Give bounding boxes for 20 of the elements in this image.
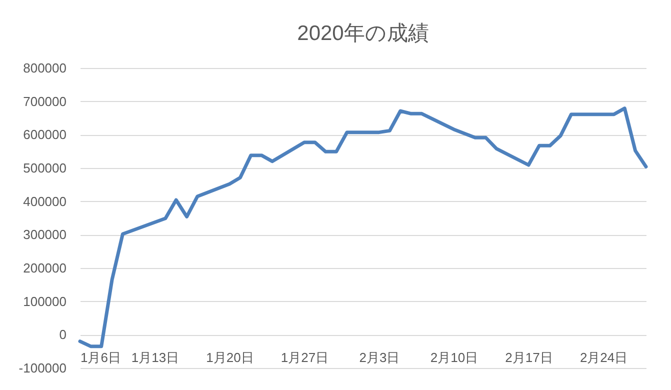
- chart-title: 2020年の成績: [297, 22, 429, 45]
- y-tick-label: 200000: [23, 260, 66, 276]
- y-tick-label: 500000: [23, 160, 66, 176]
- x-tick-label: 2月10日: [430, 350, 478, 366]
- x-tick-label: 2月17日: [505, 350, 553, 366]
- y-tick-label: 700000: [23, 94, 66, 109]
- x-tick-label: 1月20日: [206, 350, 254, 366]
- y-tick-label: 400000: [23, 194, 66, 209]
- y-tick-label: 300000: [23, 227, 66, 242]
- y-tick-label: 600000: [23, 127, 66, 142]
- x-tick-label: 2月24日: [580, 350, 628, 366]
- x-tick-label: 1月13日: [131, 350, 180, 366]
- y-tick-label: -100000: [18, 360, 66, 376]
- x-tick-label: 1月27日: [280, 350, 329, 366]
- x-tick-label: 2月3日: [359, 350, 400, 366]
- y-tick-label: 100000: [23, 294, 66, 309]
- y-tick-label: 0: [59, 327, 66, 342]
- x-tick-label: 1月6日: [80, 350, 121, 366]
- line-series: [78, 106, 648, 348]
- y-tick-label: 800000: [23, 60, 66, 76]
